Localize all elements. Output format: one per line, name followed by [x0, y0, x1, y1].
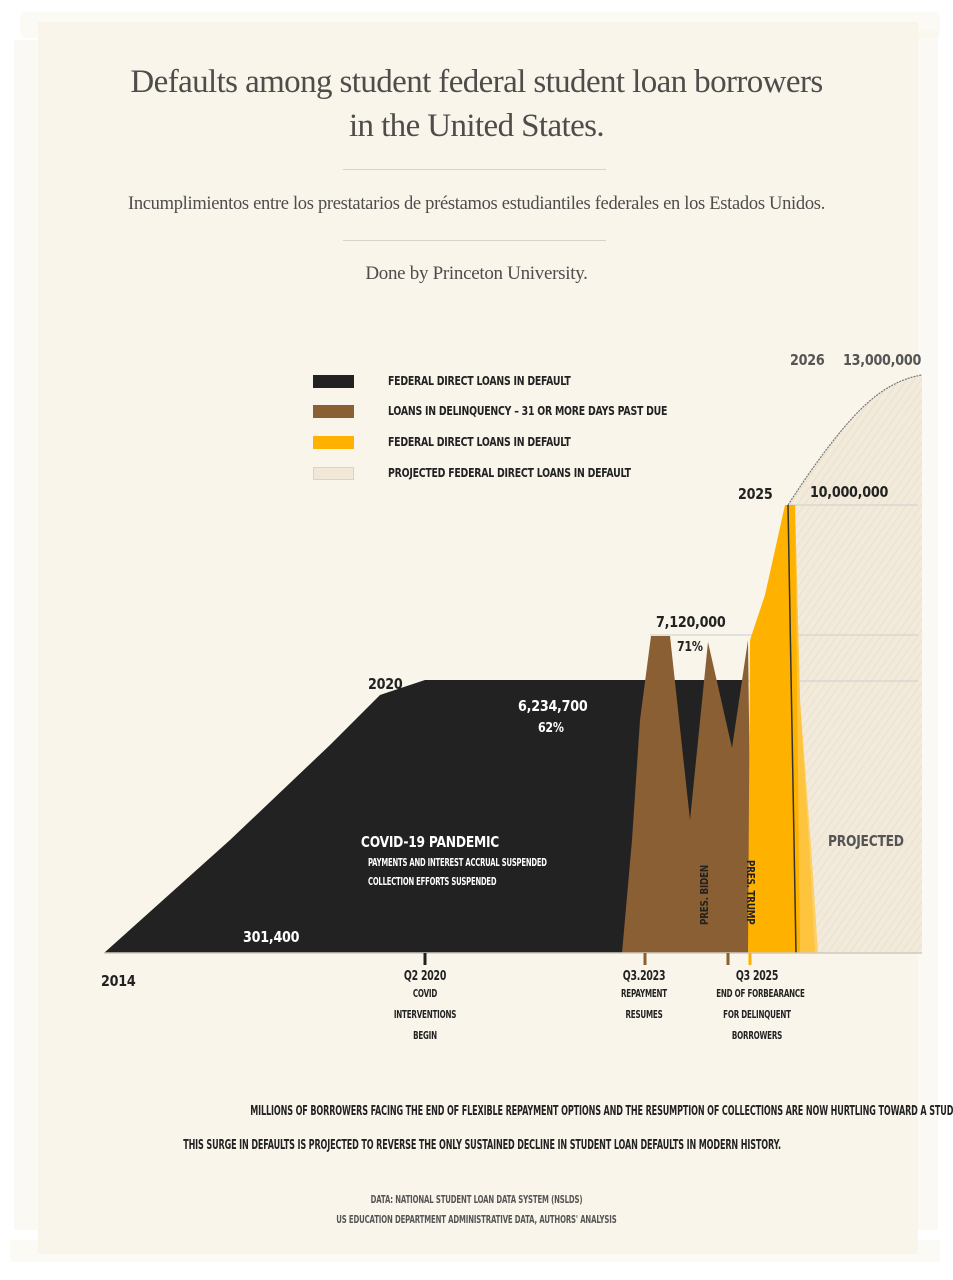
axis-event-line: FOR DELINQUENT	[723, 1009, 791, 1021]
legend-swatch-yellow	[313, 436, 354, 449]
footer-text: THIS SURGE IN DEFAULTS IS PROJECTED TO R…	[183, 1138, 781, 1153]
delinquency-area-brown	[622, 636, 752, 953]
pct-label-peak: 71%	[677, 640, 703, 655]
page-title: Defaults among student federal student l…	[0, 60, 953, 148]
default-area-black	[104, 680, 745, 953]
year-label-2014: 2014	[101, 972, 136, 990]
value-label-2014: 301,400	[243, 928, 300, 946]
footer-line-2: THIS SURGE IN DEFAULTS IS PROJECTED TO R…	[0, 1136, 953, 1154]
footer-text: MILLIONS OF BORROWERS FACING THE END OF …	[250, 1104, 953, 1119]
divider	[343, 169, 606, 170]
covid-title: COVID-19 PANDEMIC	[360, 833, 500, 851]
value-label-2020: 6,234,700	[518, 697, 588, 715]
footer-line-1: MILLIONS OF BORROWERS FACING THE END OF …	[0, 1102, 953, 1120]
source-text: US EDUCATION DEPARTMENT ADMINISTRATIVE D…	[336, 1214, 617, 1226]
byline: Done by Princeton University.	[365, 263, 588, 284]
axis-event-q3-2023: Q3.2023 REPAYMENT RESUMES	[584, 969, 704, 1026]
value-label-2026: 13,000,000	[843, 351, 922, 369]
axis-event-line: COVID	[412, 988, 438, 1000]
axis-event-label: Q3.2023	[622, 969, 666, 984]
legend-label: PROJECTED FEDERAL DIRECT LOANS IN DEFAUL…	[388, 466, 631, 480]
source-line-2: US EDUCATION DEPARTMENT ADMINISTRATIVE D…	[0, 1210, 953, 1228]
divider-line-2025	[787, 504, 797, 954]
projection-line	[787, 374, 923, 506]
year-label-2025: 2025	[738, 485, 773, 503]
source-text: DATA: NATIONAL STUDENT LOAN DATA SYSTEM …	[370, 1194, 583, 1206]
legend-swatch-black	[313, 375, 354, 388]
axis-event-q3-2025: Q3 2025 END OF FORBEARANCE FOR DELINQUEN…	[697, 969, 817, 1047]
pct-label-2020: 62%	[538, 721, 564, 736]
title-line-1: Defaults among student federal student l…	[130, 64, 823, 100]
pres-trump-label: PRES. TRUMP	[744, 860, 757, 925]
axis-event-line: BORROWERS	[731, 1030, 783, 1042]
axis-event-line: REPAYMENT	[621, 988, 667, 1000]
subtitle: Incumplimientos entre los prestatarios d…	[127, 194, 826, 214]
default-area-yellow	[748, 505, 815, 953]
value-label-2025: 10,000,000	[810, 483, 889, 501]
year-label-2026: 2026	[790, 351, 825, 369]
axis-event-label: Q3 2025	[735, 969, 779, 984]
covid-annotation: COVID-19 PANDEMIC PAYMENTS AND INTEREST …	[330, 833, 547, 888]
axis-event-line: BEGIN	[413, 1030, 437, 1042]
title-line-2: in the United States.	[348, 108, 605, 144]
year-label-2020: 2020	[368, 675, 403, 693]
legend-label: FEDERAL DIRECT LOANS IN DEFAULT	[388, 435, 571, 449]
divider	[343, 240, 606, 241]
axis-event-line: RESUMES	[625, 1009, 663, 1021]
covid-line-2: COLLECTION EFFORTS SUSPENDED	[368, 875, 497, 888]
axis-event-line: END OF FORBEARANCE	[716, 988, 805, 1000]
projected-area	[788, 375, 922, 953]
legend-swatch-brown	[313, 405, 354, 418]
axis-event-line: INTERVENTIONS	[393, 1009, 457, 1021]
covid-line-1: PAYMENTS AND INTEREST ACCRUAL SUSPENDED	[368, 856, 547, 869]
legend-swatch-cream	[313, 467, 354, 480]
source-line-1: DATA: NATIONAL STUDENT LOAN DATA SYSTEM …	[0, 1190, 953, 1208]
legend-label: LOANS IN DELINQUENCY – 31 OR MORE DAYS P…	[388, 404, 668, 418]
axis-event-label: Q2 2020	[403, 969, 447, 984]
projected-label: PROJECTED	[828, 832, 904, 850]
value-label-peak: 7,120,000	[656, 613, 726, 631]
pres-biden-label: PRES. BIDEN	[698, 864, 711, 925]
legend-label: FEDERAL DIRECT LOANS IN DEFAULT	[388, 374, 571, 388]
axis-event-q2-2020: Q2 2020 COVID INTERVENTIONS BEGIN	[365, 969, 485, 1047]
